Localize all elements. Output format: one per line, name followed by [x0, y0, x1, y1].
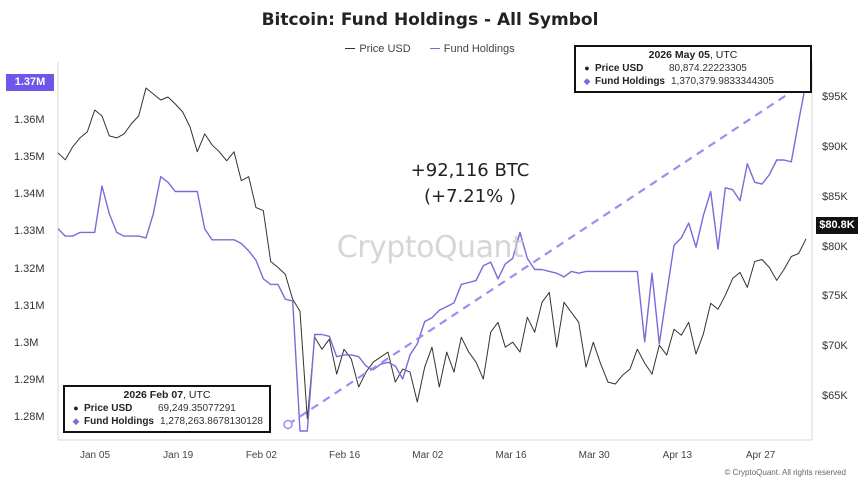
- copyright-notice: © CryptoQuant. All rights reserved: [724, 468, 847, 477]
- tooltip-end-price-row: ● Price USD 80,874.22223305: [582, 62, 804, 75]
- purple-diamond-icon: ◆: [72, 416, 80, 426]
- watermark-logo: CryptoQuant: [336, 230, 524, 265]
- chart-legend: Price USD Fund Holdings: [0, 40, 860, 55]
- legend-label-fund: Fund Holdings: [443, 42, 515, 55]
- tooltip-start-price-label: Price USD: [84, 403, 133, 414]
- change-percent: (+7.21% ): [423, 186, 517, 207]
- right-axis-current-badge: $80.8K: [816, 217, 858, 234]
- legend-entry-price[interactable]: Price USD: [345, 42, 411, 55]
- left-axis-tick-label: 1.28M: [14, 411, 45, 423]
- tooltip-end-date: 2026 May 05, UTC: [648, 49, 738, 61]
- x-axis-tick-label: Apr 27: [745, 450, 776, 461]
- x-axis-tick-label: Feb 16: [329, 450, 361, 461]
- tooltip-end-fund-row: ◆ Fund Holdings 1,370,379.9833344305: [582, 75, 804, 88]
- right-axis-tick-label: $90K: [822, 140, 848, 153]
- tooltip-end-fund-label: Fund Holdings: [595, 76, 665, 87]
- right-axis-tick-label: $70K: [822, 340, 848, 353]
- legend-entry-fund[interactable]: Fund Holdings: [429, 42, 515, 55]
- tooltip-end: 2026 May 05, UTC ● Price USD 80,874.2222…: [574, 45, 812, 93]
- tooltip-start: 2026 Feb 07, UTC ● Price USD 69,249.3507…: [63, 385, 271, 433]
- tooltip-start-date: 2026 Feb 07, UTC: [123, 389, 211, 401]
- right-axis-tick-label: $85K: [822, 190, 848, 203]
- trend-arrow-line: [287, 86, 799, 426]
- fund-holdings-line[interactable]: [57, 82, 807, 432]
- x-axis-tick-label: Mar 30: [578, 450, 610, 461]
- x-axis-tick-label: Feb 02: [245, 450, 277, 461]
- x-axis-tick-label: Mar 02: [412, 450, 444, 461]
- tooltip-start-fund-row: ◆ Fund Holdings 1,278,263.8678130128: [71, 415, 263, 428]
- tooltip-start-fund-value: 1,278,263.8678130128: [160, 416, 263, 427]
- left-axis-tick-label: 1.34M: [14, 188, 45, 201]
- price-usd-line[interactable]: [57, 87, 807, 420]
- trend-start-marker[interactable]: [283, 419, 293, 430]
- change-annotation: +92,116 BTC (+7.21% ): [390, 158, 550, 210]
- left-axis-tick-label: 1.3M: [14, 336, 39, 349]
- left-axis-tick-label: 1.32M: [14, 262, 45, 275]
- x-axis-tick-label: Mar 16: [495, 450, 527, 461]
- black-dot-icon: ●: [73, 403, 79, 413]
- tooltip-start-price-value: 69,249.35077291: [158, 403, 236, 414]
- legend-swatch-price: [345, 48, 356, 49]
- chart-title: Bitcoin: Fund Holdings - All Symbol: [261, 10, 599, 30]
- tooltip-end-fund-value: 1,370,379.9833344305: [671, 76, 774, 87]
- legend-swatch-fund: [429, 48, 440, 49]
- tooltip-end-price-value: 80,874.22223305: [669, 63, 747, 74]
- left-axis-tick-label: 1.35M: [14, 151, 45, 164]
- x-axis-tick-label: Jan 05: [79, 450, 111, 461]
- x-axis-tick-label: Jan 19: [163, 450, 194, 461]
- purple-diamond-icon: ◆: [583, 76, 591, 86]
- left-axis-tick-label: 1.36M: [14, 114, 45, 126]
- x-axis-tick-label: Apr 13: [662, 450, 693, 461]
- tooltip-start-fund-label: Fund Holdings: [84, 416, 154, 427]
- left-axis-current-badge: 1.37M: [6, 74, 54, 91]
- legend-label-price: Price USD: [359, 42, 411, 55]
- right-axis-tick-label: $75K: [822, 290, 848, 303]
- left-axis-tick-label: 1.31M: [14, 299, 45, 312]
- tooltip-end-price-label: Price USD: [595, 63, 644, 74]
- left-axis-tick-label: 1.29M: [14, 373, 45, 386]
- right-axis-tick-label: $65K: [822, 390, 848, 402]
- black-dot-icon: ●: [584, 63, 590, 73]
- change-btc: +92,116 BTC: [410, 160, 530, 181]
- right-axis-tick-label: $80K: [822, 240, 848, 253]
- left-axis-tick-label: 1.33M: [14, 225, 45, 238]
- tooltip-start-price-row: ● Price USD 69,249.35077291: [71, 402, 263, 415]
- right-axis-tick-label: $95K: [822, 91, 848, 103]
